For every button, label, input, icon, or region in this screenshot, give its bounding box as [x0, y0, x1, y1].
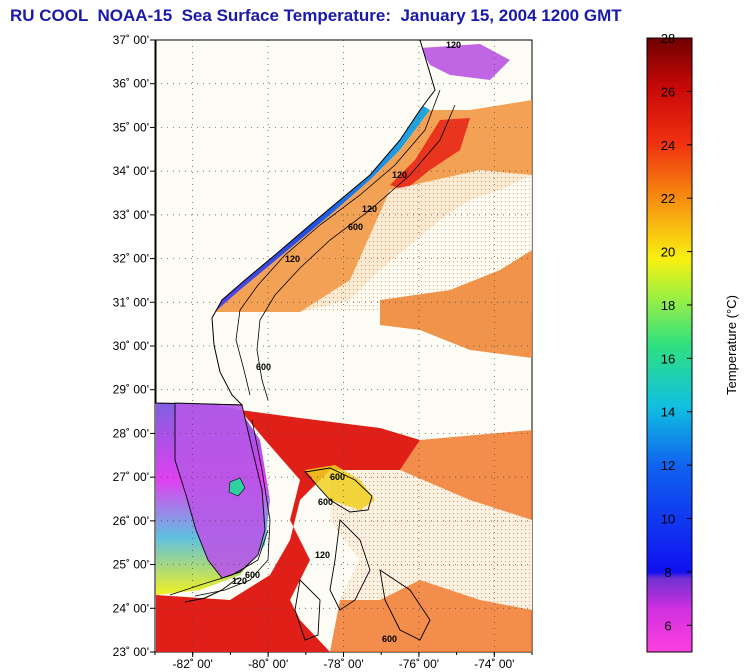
lat-tick-label: 24˚ 00' — [113, 601, 149, 615]
contour-label: 600 — [348, 222, 363, 232]
contour-label: 120 — [446, 40, 461, 50]
lat-tick-label: 36˚ 00' — [113, 77, 149, 91]
florida-peninsula — [174, 402, 266, 579]
contour-label: 600 — [330, 472, 345, 482]
bahamas-yellow — [305, 465, 375, 510]
contour-label: 120 — [315, 550, 330, 560]
lat-tick-label: 29˚ 00' — [113, 383, 149, 397]
lat-tick-label: 34˚ 00' — [113, 164, 149, 178]
contour-120-north — [235, 89, 441, 396]
lat-tick-label: 35˚ 00' — [113, 120, 149, 134]
contour-label: 600 — [256, 362, 271, 372]
longitude-axis: -82˚ 00' -80˚ 00' -78˚ 00' -76˚ 00' -74˚ 00' — [154, 652, 533, 671]
lat-tick-label: 37˚ 00' — [113, 33, 149, 47]
offshore-speckle-north — [300, 170, 532, 312]
colorbar-tick-label: 14 — [661, 405, 675, 420]
colorbar-ticks: 28 26 24 22 20 18 16 14 12 10 8 6 — [661, 31, 692, 633]
lon-tick-label: -82˚ 00' — [173, 657, 213, 671]
contour-label: 600 — [382, 634, 397, 644]
colorbar-tick-label: 8 — [664, 565, 671, 580]
colorbar-gradient — [646, 37, 693, 653]
contour-600-south — [169, 529, 269, 596]
lat-tick-label: 30˚ 00' — [113, 339, 149, 353]
lat-tick-label: 23˚ 00' — [113, 645, 149, 659]
colorbar-tick-label: 28 — [661, 31, 675, 46]
contour-label: 120 — [285, 254, 300, 264]
contour-label: 120 — [392, 170, 407, 180]
gulfstream-north — [390, 118, 470, 190]
gulfstream-south — [156, 410, 420, 652]
colorbar-tick-label: 6 — [664, 618, 671, 633]
lon-tick-label: -78˚ 00' — [323, 657, 363, 671]
cold-patch-ne — [420, 44, 510, 80]
lat-tick-label: 26˚ 00' — [113, 514, 149, 528]
lat-tick-label: 31˚ 00' — [113, 295, 149, 309]
bahamas-outline — [294, 467, 431, 641]
lake-okeechobee — [228, 477, 246, 497]
orange-patch-east — [380, 250, 532, 358]
lat-tick-label: 33˚ 00' — [113, 208, 149, 222]
contour-label: 600 — [245, 570, 260, 580]
contour-labels: 120 120 600 120 120 600 600 600 120 600 … — [232, 40, 461, 644]
us-east-coast-land — [155, 39, 436, 406]
colorbar-label: Temperature (°C) — [724, 295, 739, 395]
colorbar-tick-label: 10 — [661, 512, 675, 527]
colorbar-tick-label: 18 — [661, 298, 675, 313]
colorbar-tick-label: 20 — [661, 245, 675, 260]
lon-tick-label: -80˚ 00' — [248, 657, 288, 671]
colorbar-tick-label: 16 — [661, 351, 675, 366]
map-grid — [155, 40, 532, 652]
contour-120-south — [194, 419, 271, 597]
latitude-axis: 37˚ 00' 36˚ 00' 35˚ 00' 34˚ 00' 33˚ 00' 32˚ 0… — [113, 33, 155, 659]
florida-keys — [184, 577, 239, 603]
lat-tick-label: 25˚ 00' — [113, 558, 149, 572]
lat-tick-label: 27˚ 00' — [113, 470, 149, 484]
colorbar-tick-label: 22 — [661, 191, 675, 206]
lat-tick-label: 28˚ 00' — [113, 426, 149, 440]
map-title: RU COOL NOAA-15 Sea Surface Temperature:… — [10, 6, 622, 25]
lat-tick-label: 32˚ 00' — [113, 252, 149, 266]
contour-label: 600 — [318, 497, 333, 507]
lon-tick-label: -74˚ 00' — [474, 657, 514, 671]
contour-600-north — [256, 104, 456, 401]
colorbar-tick-label: 24 — [661, 138, 675, 153]
contour-label: 120 — [232, 576, 247, 586]
colorbar-tick-label: 12 — [661, 458, 675, 473]
lon-tick-label: -76˚ 00' — [399, 657, 439, 671]
contour-label: 120 — [362, 204, 377, 214]
colorbar-tick-label: 26 — [661, 84, 675, 99]
